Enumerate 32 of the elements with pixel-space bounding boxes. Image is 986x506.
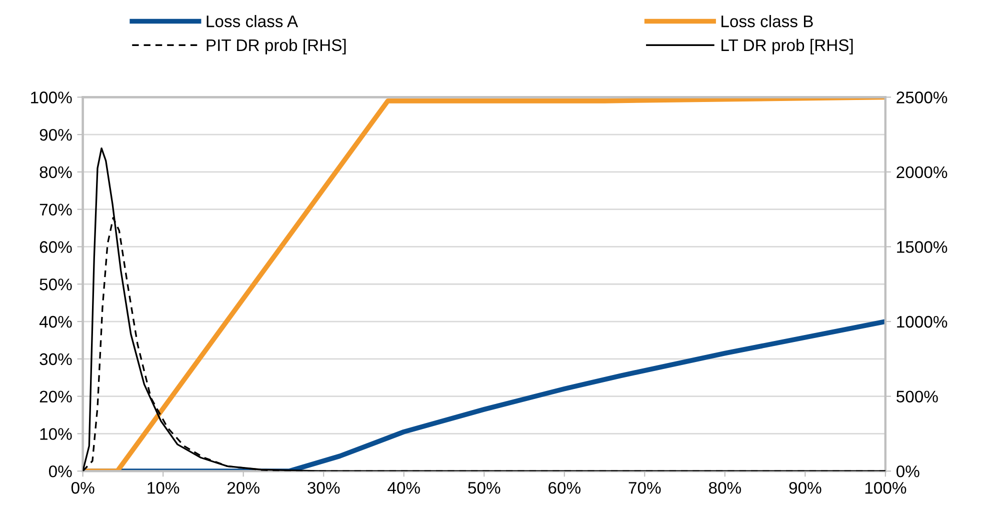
y2-tick-label: 2500% [896,92,948,104]
y-tick-label: 10% [40,428,72,440]
x-tick-label: 100% [865,482,906,494]
y2-tick-label: 1500% [897,241,948,253]
x-tick-label: 90% [789,482,822,494]
x-tick-label: 40% [388,482,420,494]
y-tick-label: 30% [40,353,72,366]
legend-label: Loss class A [206,15,298,28]
x-tick-label: 10% [148,482,180,494]
y-tick-label: 0% [48,465,72,478]
x-tick-label: 30% [308,482,340,494]
x-tick-label: 20% [228,482,260,494]
y2-tick-label: 1000% [897,316,948,328]
y-tick-label: 100% [31,92,72,104]
x-tick-label: 70% [628,482,661,494]
x-tick-label: 0% [71,482,94,494]
x-tick-label: 80% [708,482,741,494]
y2-tick-label: 2000% [896,166,948,178]
legend-label: LT DR prob [RHS] [722,38,853,54]
y-tick-label: 20% [40,390,72,402]
y-tick-label: 40% [39,316,72,328]
legend-label: PIT DR prob [RHS] [206,38,346,54]
y-tick-label: 70% [40,204,72,216]
y2-tick-label: 500% [896,390,938,402]
y2-tick-label: 0% [896,465,920,478]
y-tick-label: 90% [40,128,72,141]
x-tick-label: 60% [548,482,580,494]
legend-label: Loss class B [722,15,813,28]
y-tick-label: 50% [40,278,72,290]
y-tick-label: 80% [40,166,72,178]
x-tick-label: 50% [468,482,500,494]
y-tick-label: 60% [40,241,72,253]
